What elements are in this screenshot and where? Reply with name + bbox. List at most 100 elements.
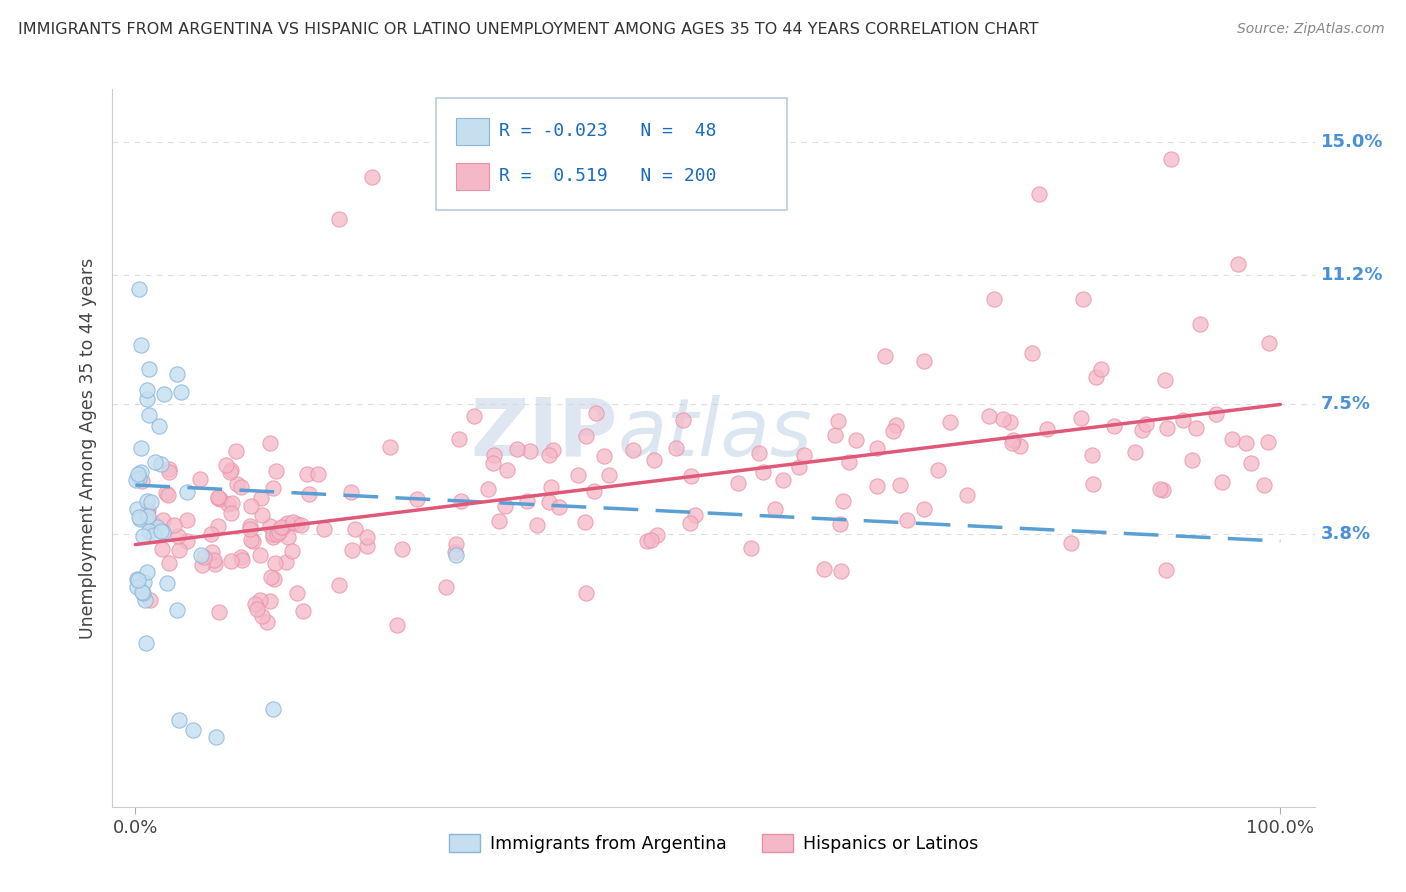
Point (166, 367, 188, 381)
Point (136, 509, 159, 524)
Point (772, 474, 794, 488)
Point (157, 487, 180, 501)
Text: R =  0.519   N = 200: R = 0.519 N = 200 (499, 168, 717, 186)
Point (406, 492, 429, 507)
Point (865, 441, 887, 455)
Point (1211, 475, 1233, 490)
Point (672, 413, 695, 427)
Point (249, 548, 271, 562)
Point (207, 605, 229, 619)
Point (752, 465, 775, 479)
Point (202, 552, 225, 566)
Point (1154, 373, 1177, 387)
Point (1234, 436, 1257, 450)
Point (873, 349, 896, 363)
Point (136, 384, 159, 398)
Point (912, 353, 935, 368)
Point (636, 533, 658, 548)
Point (218, 465, 240, 479)
Point (939, 415, 962, 429)
Point (207, 518, 229, 533)
Point (538, 495, 561, 509)
Point (1173, 413, 1195, 427)
Point (813, 562, 835, 576)
Point (482, 448, 505, 462)
Point (912, 502, 935, 516)
Point (167, 529, 190, 543)
Point (1253, 478, 1275, 492)
Point (169, 543, 191, 558)
Point (1156, 421, 1178, 435)
Point (128, 282, 150, 296)
Point (259, 519, 281, 533)
Point (134, 593, 156, 607)
Point (298, 487, 321, 501)
Point (249, 593, 271, 607)
Point (138, 408, 160, 422)
Point (176, 513, 198, 527)
Point (167, 713, 190, 727)
Point (242, 534, 264, 549)
Point (262, 481, 284, 495)
Legend: Immigrants from Argentina, Hispanics or Latinos: Immigrants from Argentina, Hispanics or … (441, 827, 986, 860)
Point (385, 618, 408, 632)
Point (540, 480, 562, 494)
Point (157, 557, 180, 571)
Point (262, 702, 284, 716)
Point (239, 522, 262, 536)
Point (991, 412, 1014, 426)
Text: IMMIGRANTS FROM ARGENTINA VS HISPANIC OR LATINO UNEMPLOYMENT AMONG AGES 35 TO 44: IMMIGRANTS FROM ARGENTINA VS HISPANIC OR… (18, 22, 1039, 37)
Point (681, 469, 703, 483)
Point (157, 465, 180, 479)
Point (128, 509, 150, 524)
Point (979, 409, 1001, 423)
Point (643, 453, 665, 467)
Point (787, 459, 810, 474)
Point (240, 499, 263, 513)
Point (127, 573, 149, 587)
Point (149, 524, 172, 538)
Point (583, 483, 606, 498)
Text: 7.5%: 7.5% (1320, 395, 1371, 414)
Point (1257, 435, 1279, 450)
Point (152, 513, 174, 527)
Point (685, 508, 707, 522)
Point (391, 542, 413, 557)
Point (444, 548, 467, 562)
Point (1010, 439, 1032, 453)
Point (163, 517, 186, 532)
Point (1000, 415, 1022, 429)
Point (575, 586, 598, 600)
Point (434, 580, 457, 594)
Point (266, 526, 288, 541)
Point (270, 520, 292, 534)
Point (526, 518, 548, 533)
Point (1181, 452, 1204, 467)
Point (1001, 436, 1024, 450)
Point (132, 586, 155, 600)
Point (125, 580, 148, 594)
Text: 11.2%: 11.2% (1320, 266, 1384, 284)
Point (143, 528, 166, 542)
Point (956, 488, 979, 502)
Text: Source: ZipAtlas.com: Source: ZipAtlas.com (1237, 22, 1385, 37)
Point (488, 514, 510, 528)
Point (264, 556, 287, 570)
Point (308, 467, 330, 482)
Point (290, 518, 312, 533)
Point (896, 512, 918, 526)
Point (328, 211, 350, 226)
Point (136, 502, 159, 516)
Point (166, 603, 188, 617)
Point (477, 482, 499, 496)
Point (1185, 420, 1208, 434)
Point (640, 533, 662, 547)
Point (361, 169, 384, 184)
Point (153, 387, 176, 401)
Point (127, 467, 149, 482)
Point (1189, 317, 1212, 331)
Point (665, 441, 688, 455)
Point (259, 435, 281, 450)
Point (598, 468, 620, 483)
Point (1152, 483, 1174, 498)
